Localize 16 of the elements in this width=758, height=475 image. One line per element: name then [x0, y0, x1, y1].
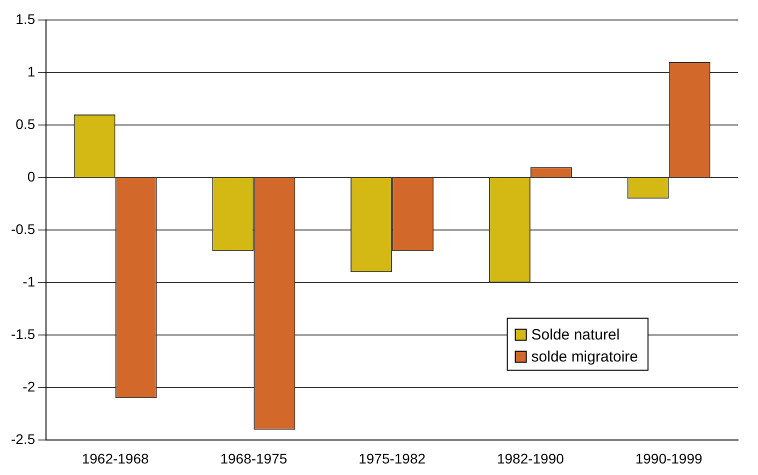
x-tick-label: 1975-1982: [358, 450, 426, 466]
y-tick-label: -0.5: [11, 220, 36, 237]
y-tick-label: 1: [27, 63, 36, 80]
x-tick-label: 1982-1990: [496, 450, 564, 466]
y-tick-label: 0.5: [16, 116, 36, 132]
y-tick-label: -1.5: [11, 326, 36, 342]
y-tick-label: 1.5: [16, 10, 36, 27]
legend-label: Solde naturel: [531, 326, 620, 344]
legend-label: solde migratoire: [531, 348, 638, 366]
x-tick-label: 1990-1999: [635, 450, 702, 466]
y-tick-label: 0: [27, 168, 36, 184]
x-tick-label: 1968-1975: [220, 450, 288, 466]
y-tick-label: -2.5: [11, 431, 36, 448]
x-tick-label: 1962-1968: [82, 450, 149, 466]
y-tick-label: -2: [22, 378, 36, 395]
y-tick-label: -1: [22, 273, 36, 290]
